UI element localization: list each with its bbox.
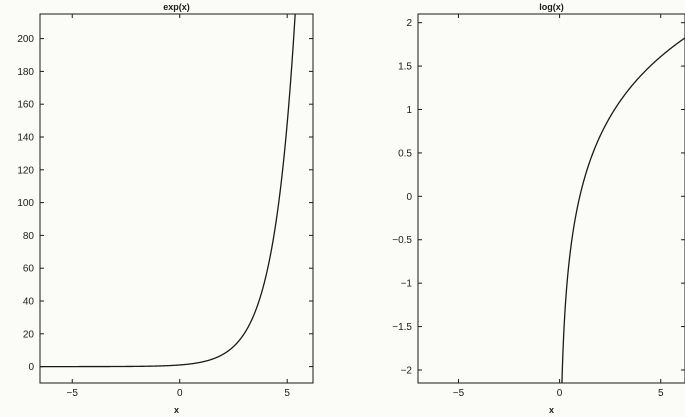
log-xtick-label: 0 [557,388,563,399]
log-ytick-label: 1.5 [398,62,412,73]
exp-ytick-label: 120 [17,165,34,176]
log-ytick-label: −1.5 [392,322,412,333]
exp-ytick-label: 40 [23,297,35,308]
exp-xtick-label: −5 [67,388,79,399]
log-curve [561,37,685,383]
exp-ytick-label: 160 [17,100,34,111]
exp-xtick-label: 5 [284,388,290,399]
log-xtick-label: −5 [453,388,465,399]
log-axes-box [417,13,685,384]
exp-xlabel: x [174,405,179,415]
exp-ytick-label: 200 [17,34,34,45]
log-ytick-label: 2 [406,18,412,29]
log-ytick-label: −1 [401,279,413,290]
log-ytick-label: −0.5 [392,235,412,246]
log-ytick-label: 1 [406,105,412,116]
exp-title: exp(x) [163,2,190,12]
log-xtick-label: 5 [658,388,664,399]
exp-ytick-label: 20 [23,329,35,340]
log-xlabel: x [549,405,554,415]
exp-ytick-label: 100 [17,198,34,209]
panel-log: log(x) x −5 0 5 −2 −1.5 −1 −0.5 0 0.5 1 1.5 2 [392,2,685,415]
panel-exp: exp(x) x −5 0 5 0 20 40 60 80 100 120 140 160 180 200 [17,2,314,415]
log-ytick-label: 0.5 [398,148,412,159]
exp-xtick-label: 0 [177,388,183,399]
log-ytick-label: 0 [406,192,412,203]
exp-ytick-label: 60 [23,264,35,275]
exp-ytick-label: 180 [17,67,34,78]
exp-ytick-label: 80 [23,231,35,242]
log-ytick-label: −2 [401,365,413,376]
exp-ytick-label: 0 [28,362,34,373]
exp-ytick-label: 140 [17,133,34,144]
exp-axes-box [39,13,314,384]
log-title: log(x) [539,2,564,12]
exp-curve [40,14,296,368]
